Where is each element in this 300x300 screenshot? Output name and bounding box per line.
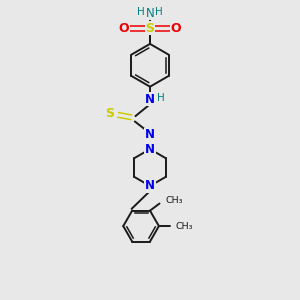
Text: O: O — [118, 22, 129, 34]
Text: O: O — [171, 22, 182, 34]
Text: S: S — [146, 22, 154, 34]
Text: S: S — [105, 107, 114, 120]
Text: CH₃: CH₃ — [176, 222, 194, 231]
Text: H: H — [155, 7, 163, 17]
Text: N: N — [145, 179, 155, 193]
Text: N: N — [145, 128, 155, 141]
Text: CH₃: CH₃ — [166, 196, 183, 205]
Text: N: N — [146, 7, 154, 20]
Text: H: H — [137, 7, 145, 17]
Text: H: H — [158, 93, 165, 103]
Text: N: N — [145, 93, 155, 106]
Text: N: N — [145, 142, 155, 156]
